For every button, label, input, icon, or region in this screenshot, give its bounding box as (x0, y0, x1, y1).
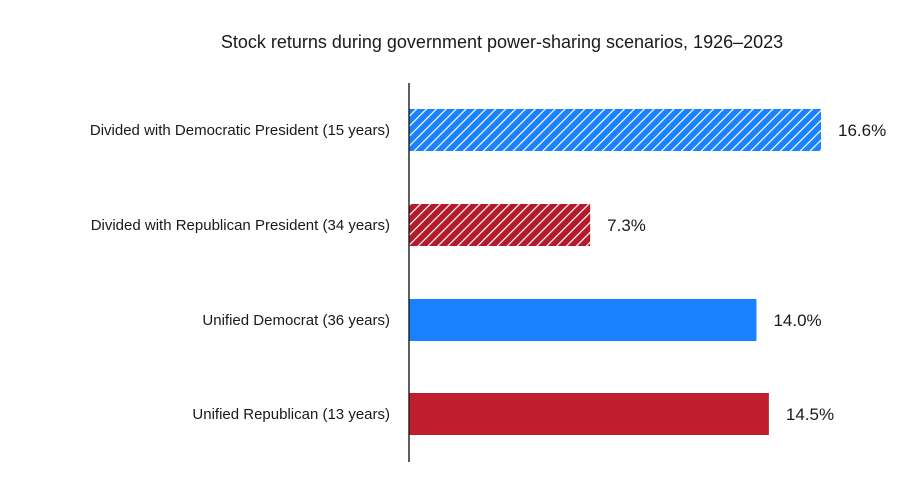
category-label-3: Unified Republican (13 years) (192, 406, 390, 423)
category-label-2: Unified Democrat (36 years) (202, 312, 390, 329)
category-label-0: Divided with Democratic President (15 ye… (90, 122, 390, 139)
bar-3 (409, 393, 769, 435)
value-label-0: 16.6% (838, 121, 886, 140)
category-label-1: Divided with Republican President (34 ye… (91, 217, 390, 234)
value-label-1: 7.3% (607, 216, 646, 235)
bar-0 (409, 109, 821, 151)
value-label-3: 14.5% (786, 405, 834, 424)
bar-2 (409, 299, 757, 341)
value-label-2: 14.0% (773, 311, 821, 330)
bars-layer: Divided with Democratic President (15 ye… (90, 109, 886, 435)
chart-title: Stock returns during government power-sh… (221, 32, 783, 52)
bar-1 (409, 204, 591, 246)
